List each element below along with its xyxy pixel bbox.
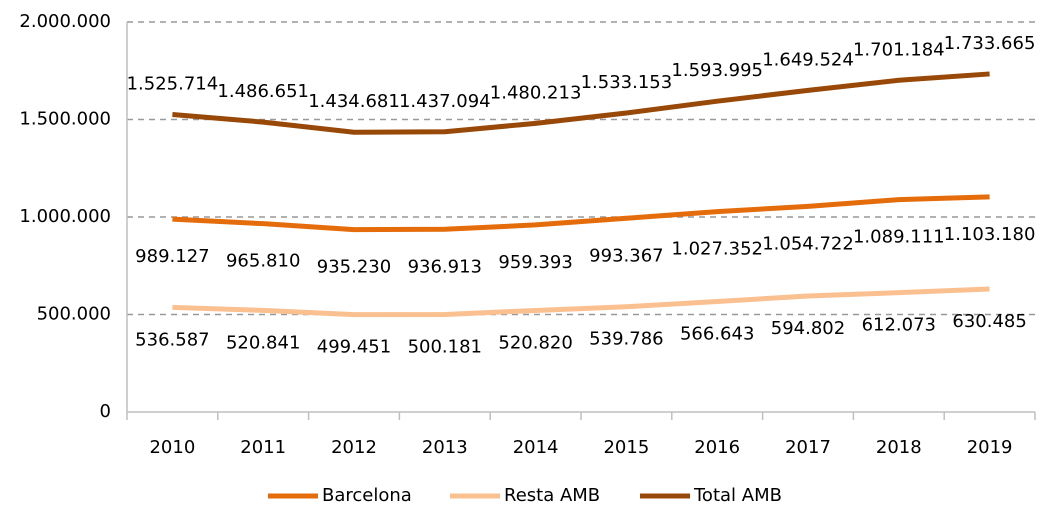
data-label: 1.027.352	[671, 239, 763, 260]
data-label: 1.437.094	[399, 91, 491, 112]
series-line	[172, 286, 990, 318]
x-tick-label: 2015	[603, 437, 649, 458]
data-label: 520.820	[498, 332, 572, 353]
legend-label: Barcelona	[322, 485, 412, 506]
data-label: 612.073	[862, 315, 936, 336]
data-label: 630.485	[952, 311, 1026, 332]
y-tick-label: 500.000	[37, 304, 111, 325]
x-tick-label: 2010	[149, 437, 195, 458]
x-tick-label: 2019	[967, 437, 1013, 458]
data-label: 993.367	[589, 245, 663, 266]
data-label: 594.802	[771, 318, 845, 339]
data-label: 989.127	[135, 246, 209, 267]
data-label: 959.393	[498, 252, 572, 273]
x-tick-label: 2018	[876, 437, 922, 458]
x-tick-label: 2014	[513, 437, 559, 458]
y-tick-label: 1.500.000	[19, 109, 111, 130]
data-label: 500.181	[408, 336, 482, 357]
y-tick-label: 1.000.000	[19, 206, 111, 227]
data-label: 1.089.111	[853, 227, 945, 248]
y-tick-label: 0	[100, 401, 111, 422]
data-label: 1.593.995	[671, 60, 763, 81]
data-label: 1.525.714	[127, 73, 219, 94]
x-tick-label: 2017	[785, 437, 831, 458]
data-label: 1.103.180	[944, 224, 1036, 245]
data-label: 1.649.524	[762, 49, 854, 70]
x-tick-label: 2011	[240, 437, 286, 458]
x-tick-label: 2016	[694, 437, 740, 458]
data-label: 935.230	[317, 257, 391, 278]
series-line	[172, 194, 990, 233]
data-label: 1.701.184	[853, 39, 945, 60]
data-label: 1.054.722	[762, 233, 854, 254]
data-label: 965.810	[226, 251, 300, 272]
data-label: 1.733.665	[944, 33, 1036, 54]
x-tick-label: 2013	[422, 437, 468, 458]
data-label: 1.533.153	[581, 72, 673, 93]
data-label: 499.451	[317, 337, 391, 358]
legend-label: Total AMB	[693, 485, 782, 506]
y-tick-label: 2.000.000	[19, 11, 111, 32]
data-label: 1.480.213	[490, 82, 582, 103]
data-label: 539.786	[589, 329, 663, 350]
data-label: 936.913	[408, 256, 482, 277]
data-label: 1.434.681	[308, 91, 400, 112]
data-label: 520.841	[226, 332, 300, 353]
data-label: 536.587	[135, 329, 209, 350]
x-tick-label: 2012	[331, 437, 377, 458]
data-label: 566.643	[680, 324, 754, 345]
legend-label: Resta AMB	[504, 485, 600, 506]
data-label: 1.486.651	[217, 81, 309, 102]
series-line	[172, 71, 990, 135]
